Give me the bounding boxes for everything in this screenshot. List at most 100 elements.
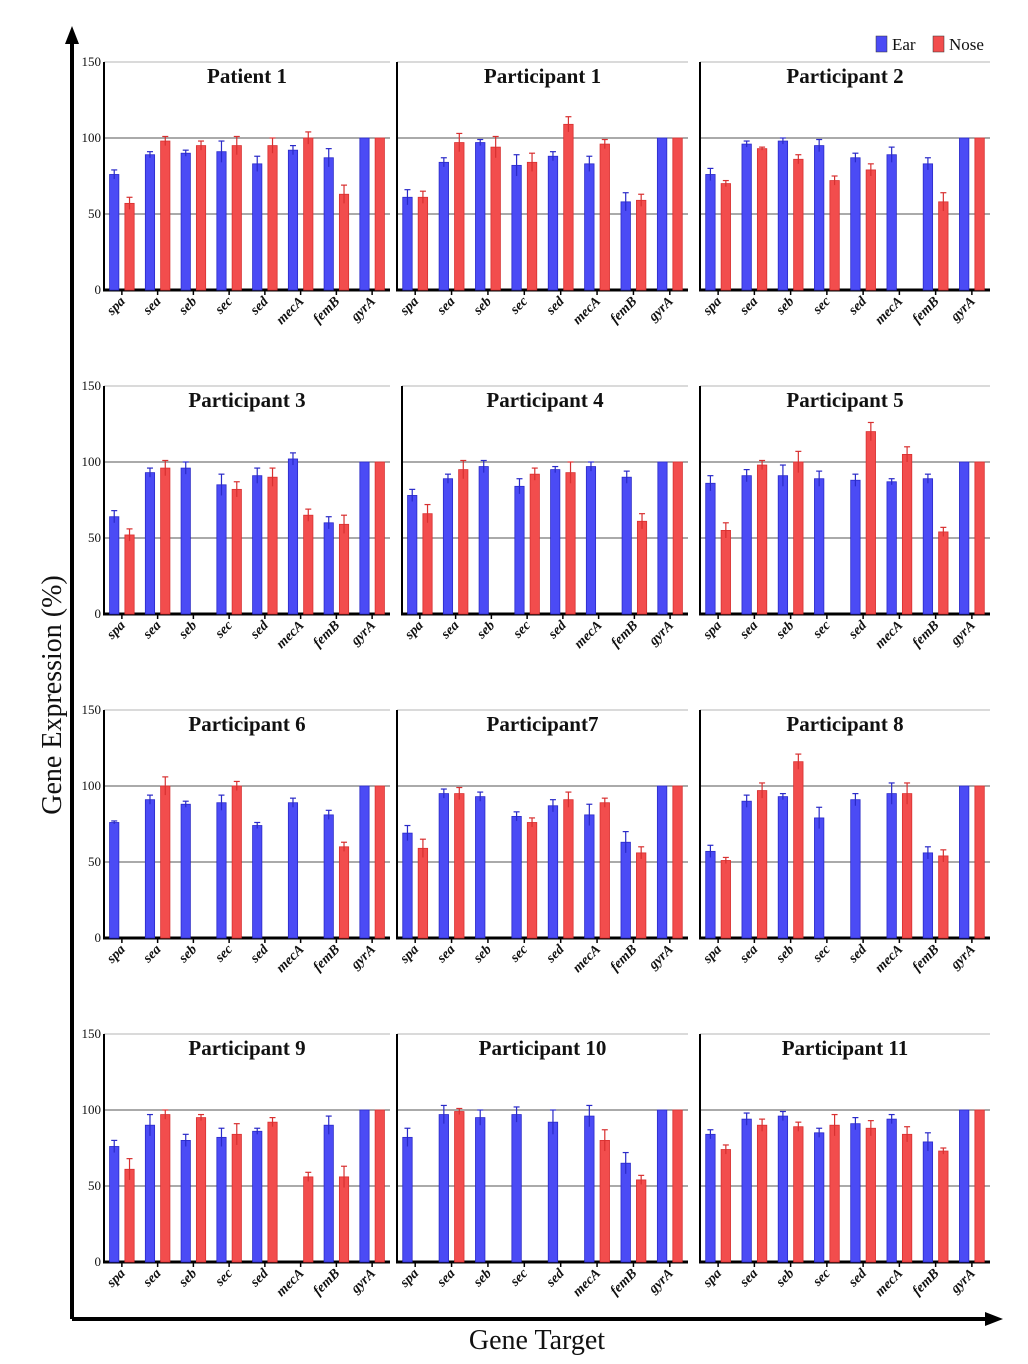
- bar-ear-sea: [144, 154, 156, 291]
- bar-nose-sec: [231, 145, 242, 291]
- panel-title: Participant 6: [188, 712, 305, 736]
- x-tick-label-spa: spa: [397, 294, 422, 319]
- bar-nose-sec: [231, 785, 242, 939]
- bar-ear-sed: [547, 155, 559, 291]
- bar-ear-gyrA: [959, 1109, 970, 1263]
- bar-nose-sed: [865, 431, 876, 615]
- x-tick-label-sea: sea: [737, 618, 762, 643]
- legend-swatch-nose: [932, 35, 945, 53]
- bar-ear-mecA: [886, 793, 897, 939]
- bar-nose-sea: [160, 785, 171, 939]
- x-tick-label-femB: femB: [608, 942, 641, 975]
- x-tick-label-seb: seb: [474, 618, 499, 643]
- bar-nose-femB: [636, 520, 648, 615]
- bar-nose-sed: [563, 123, 574, 291]
- x-tick-label-sec: sec: [507, 294, 532, 319]
- x-tick-label-sed: sed: [543, 942, 568, 967]
- x-tick-label-sec: sec: [510, 618, 535, 643]
- panel-title: Participant 5: [786, 388, 903, 412]
- x-tick-label-gyrA: gyrA: [948, 294, 979, 325]
- bar-nose-sed: [563, 799, 574, 939]
- bar-ear-sed: [550, 469, 561, 615]
- bar-ear-mecA: [287, 458, 299, 615]
- bar-ear-gyrA: [656, 1109, 668, 1263]
- x-tick-label-sed: sed: [543, 294, 568, 319]
- x-tick-label-seb: seb: [470, 942, 495, 967]
- bar-nose-sed: [865, 1127, 876, 1263]
- bar-ear-spa: [705, 850, 716, 939]
- y-tick-label: 50: [88, 530, 101, 545]
- bar-nose-femB: [338, 846, 350, 939]
- bar-ear-mecA: [584, 814, 595, 939]
- panel-participant7: Participant7 spa sea seb sec sed mecA femB gyrA: [396, 709, 688, 976]
- panel-participant-5: Participant 5 spa sea seb sec sed mecA femB gyrA: [699, 385, 990, 652]
- y-tick-label: 50: [88, 854, 101, 869]
- x-tick-label-femB: femB: [608, 294, 641, 327]
- bar-ear-seb: [180, 1140, 191, 1263]
- x-tick-label-spa: spa: [700, 618, 725, 643]
- bar-nose-femB: [938, 1150, 949, 1263]
- bar-ear-sed: [252, 1130, 263, 1263]
- x-tick-label-spa: spa: [402, 618, 427, 643]
- x-tick-label-spa: spa: [104, 294, 129, 319]
- bar-nose-spa: [417, 196, 429, 291]
- bar-nose-spa: [124, 534, 135, 615]
- bar-ear-seb: [180, 467, 191, 615]
- x-axis-arrowhead: [985, 1312, 1003, 1326]
- bar-ear-sec: [511, 1114, 522, 1263]
- bar-ear-spa: [402, 1136, 413, 1263]
- bar-nose-femB: [938, 531, 949, 615]
- panel-participant-6: 0 50 100 150 Participant 6 spa sea seb sec sed mec…: [82, 702, 390, 976]
- bar-ear-sec: [216, 802, 227, 939]
- bar-ear-sea: [438, 793, 449, 939]
- x-tick-label-femB: femB: [910, 1266, 943, 1299]
- x-tick-label-spa: spa: [700, 294, 725, 319]
- bar-nose-mecA: [901, 453, 913, 615]
- panel-title: Patient 1: [207, 64, 287, 88]
- bar-ear-gyrA: [657, 461, 668, 615]
- x-tick-label-gyrA: gyrA: [948, 618, 979, 649]
- x-tick-label-spa: spa: [397, 1266, 422, 1291]
- bar-nose-spa: [124, 202, 135, 291]
- bar-nose-femB: [338, 193, 350, 291]
- panel-participant-1: Participant 1 spa sea seb sec sed mecA femB gyrA: [396, 61, 688, 328]
- y-axis-title: Gene Expression (%): [37, 575, 68, 814]
- bar-ear-sea: [144, 472, 156, 615]
- bar-nose-seb: [793, 461, 804, 615]
- legend-label-ear: Ear: [892, 35, 916, 54]
- bar-ear-spa: [705, 482, 716, 615]
- bar-nose-femB: [938, 201, 949, 291]
- bar-ear-femB: [621, 476, 632, 615]
- bar-nose-gyrA: [672, 1109, 683, 1263]
- x-tick-label-sea: sea: [434, 942, 459, 967]
- bar-nose-femB: [338, 523, 350, 615]
- bar-nose-sed: [267, 476, 278, 615]
- y-tick-label: 150: [82, 378, 102, 393]
- bar-nose-sed: [267, 145, 278, 291]
- bar-ear-seb: [475, 1117, 486, 1263]
- bar-nose-spa: [417, 847, 429, 939]
- x-tick-label-mecA: mecA: [873, 294, 907, 328]
- x-tick-label-mecA: mecA: [274, 294, 308, 328]
- bar-ear-gyrA: [959, 461, 970, 615]
- x-tick-label-sed: sed: [247, 294, 272, 319]
- x-tick-label-femB: femB: [311, 1266, 344, 1299]
- bar-nose-sea: [454, 142, 465, 291]
- bar-ear-sed: [547, 805, 559, 939]
- x-tick-label-sec: sec: [212, 618, 237, 643]
- x-tick-label-gyrA: gyrA: [348, 942, 379, 973]
- panel-title: Participant 10: [479, 1036, 607, 1060]
- x-tick-label-femB: femB: [311, 942, 344, 975]
- x-tick-label-seb: seb: [773, 1266, 798, 1291]
- bar-ear-mecA: [584, 163, 595, 291]
- x-tick-label-femB: femB: [910, 618, 943, 651]
- bar-ear-femB: [922, 478, 934, 615]
- bar-ear-spa: [109, 1146, 120, 1263]
- bar-ear-mecA: [585, 466, 597, 615]
- bar-ear-femB: [922, 852, 934, 939]
- bar-ear-sed: [850, 157, 861, 291]
- x-tick-label-sea: sea: [438, 618, 463, 643]
- x-tick-label-spa: spa: [104, 942, 129, 967]
- bar-nose-femB: [636, 199, 647, 291]
- x-tick-label-sec: sec: [212, 1266, 237, 1291]
